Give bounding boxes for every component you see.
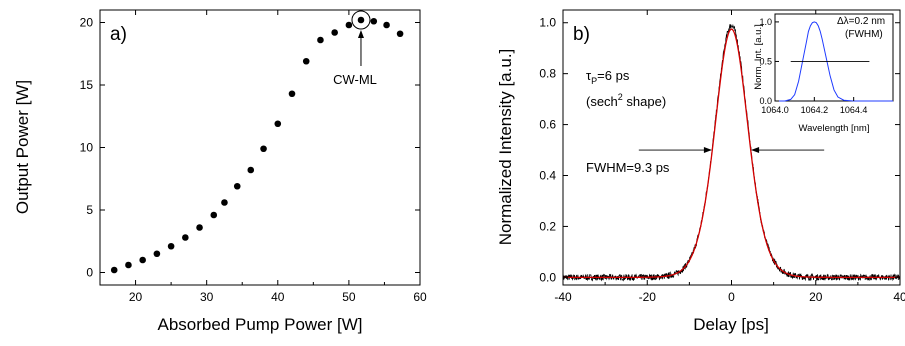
inset-x-tick-label: 1064.4 [840,105,868,115]
inset-fwhm-label: (FWHM) [845,29,883,40]
data-point [345,21,353,29]
x-tick-label: 20 [129,290,143,304]
x-tick-label: -20 [639,290,657,304]
inset-linewidth-label: Δλ=0.2 nm [837,16,885,27]
inset-y-tick-label: 0.0 [759,96,772,106]
y-tick-label: 0.4 [539,169,556,183]
panel-b-xlabel: Delay [ps] [693,315,769,334]
fwhm-arrows [638,147,825,154]
inset-frame [774,13,894,102]
fwhm-right-arrowhead [751,147,760,154]
data-point [331,29,338,36]
x-tick-label: 40 [893,290,905,304]
y-tick-label: 1.0 [539,16,556,30]
inset-ylabel: Norm. Int. [a.u.] [753,24,764,89]
y-tick-label: 0.6 [539,118,556,132]
y-tick-label: 0 [86,266,93,280]
x-tick-label: 50 [342,290,356,304]
data-point [182,234,189,241]
cw-ml-label: CW-ML [333,72,377,87]
pulse-duration-label: τP=6 ps [586,68,630,86]
inset-ticks: 1064.0 1064.2 1064.4 0.0 0.5 1.0 [759,17,867,115]
data-point [153,250,161,258]
data-point [110,266,118,274]
panel-a-ylabel: Output Power [W] [13,80,32,214]
x-tick-label: 20 [809,290,823,304]
data-point [233,182,241,190]
data-point [383,21,390,29]
data-point [370,17,378,25]
panel-b-plot-frame [562,9,901,286]
pulse-shape-label: (sech2 shape) [586,92,666,109]
data-point [260,145,267,153]
panel-b-fit-curve [563,28,900,279]
x-tick-label: 30 [200,290,214,304]
x-tick-label: 0 [728,290,735,304]
data-point [357,16,365,24]
panel-a-xlabel: Absorbed Pump Power [W] [157,315,362,334]
y-tick-label: 10 [80,141,94,155]
panel-a-data-points [110,16,404,274]
y-tick-label: 0.2 [539,219,556,233]
fwhm-label: FWHM=9.3 ps [586,160,670,175]
x-tick-label: 60 [413,290,427,304]
inset-spectrum-curve [775,21,893,102]
y-tick-label: 5 [86,203,93,217]
panel-a-ticks: 20 30 40 50 60 0 5 10 15 20 [80,10,427,304]
data-point [274,120,282,128]
fwhm-left-arrowhead [703,147,712,154]
data-point [396,30,404,38]
cw-ml-annotation: CW-ML [333,10,377,87]
inset-x-tick-label: 1064.2 [801,105,829,115]
inset-y-tick-label: 1.0 [759,17,772,27]
data-point [139,256,146,264]
x-tick-label: 40 [271,290,285,304]
panel-b-ticks: -40 -20 0 20 40 0.0 0.2 0.4 0.6 0.8 1.0 [539,10,905,304]
data-point [221,199,228,206]
y-tick-label: 20 [80,16,94,30]
y-tick-label: 0.8 [539,67,556,81]
data-point [288,90,296,98]
panel-a-plot-frame [99,9,421,286]
data-point [196,224,203,231]
x-tick-label: -40 [554,290,572,304]
data-point [247,166,255,174]
data-point [125,261,132,269]
panel-a: 20 30 40 50 60 0 5 10 15 20 a) Absorbed Pump Powe… [13,9,427,334]
data-point [302,57,310,65]
wavelength-inset: 1064.0 1064.2 1064.4 0.0 0.5 1.0 Δλ=0.2 nm (F… [753,13,894,134]
cw-ml-arrowhead [357,30,364,38]
inset-y-tick-label: 0.5 [759,56,772,66]
y-tick-label: 15 [80,78,94,92]
data-point [317,36,324,44]
cw-ml-highlight-circle [351,10,371,30]
panel-a-letter: a) [110,24,127,45]
inset-xlabel: Wavelength [nm] [799,123,870,134]
data-point [210,211,218,219]
panel-b: -40 -20 0 20 40 0.0 0.2 0.4 0.6 0.8 1.0 b) Delay [… [496,9,905,334]
inset-x-tick-label: 1064.0 [761,105,789,115]
panel-b-ylabel: Normalized Intensity [a.u.] [496,49,515,246]
data-point [167,242,175,250]
panel-b-letter: b) [573,24,590,45]
y-tick-label: 0.0 [539,270,556,284]
